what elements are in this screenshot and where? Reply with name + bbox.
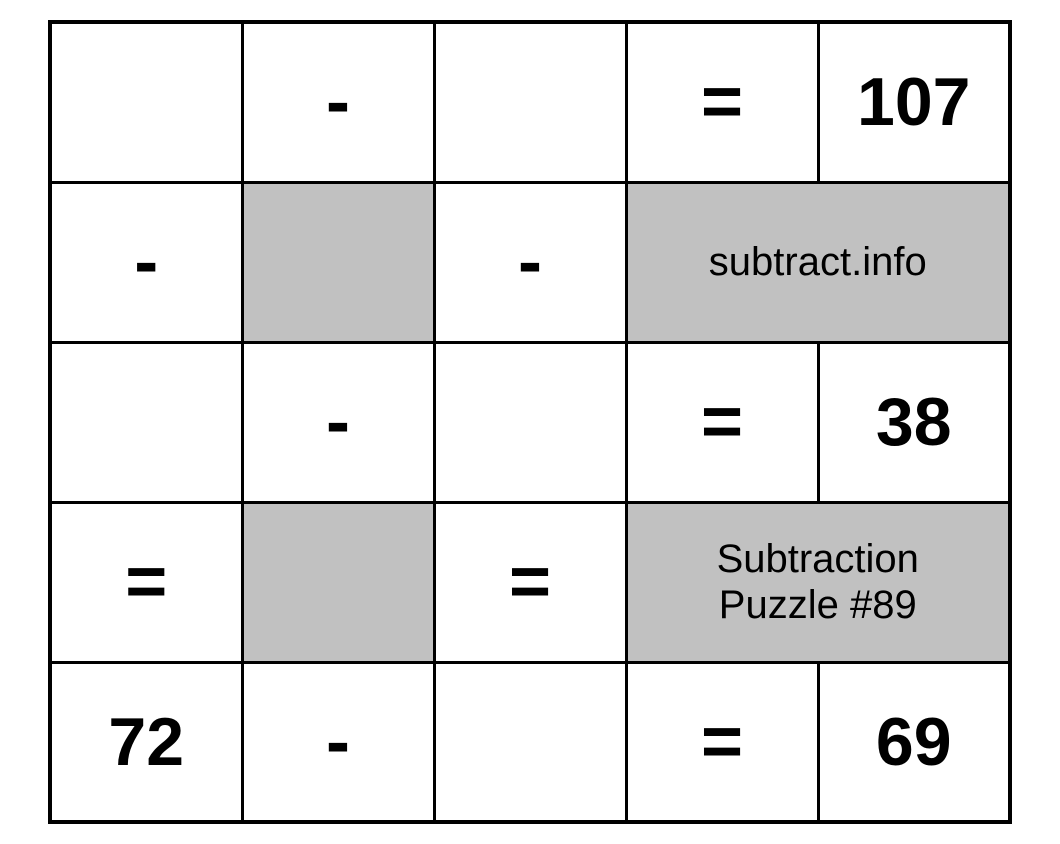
- cell-value: 107: [857, 64, 970, 140]
- grid-row-0: - = 107: [50, 22, 1010, 182]
- cell-r4c3: =: [626, 662, 818, 822]
- grid-row-1: - - subtract.info: [50, 182, 1010, 342]
- grid-row-3: = = Subtraction Puzzle #89: [50, 502, 1010, 662]
- cell-r4c2[interactable]: [434, 662, 626, 822]
- cell-r0c0[interactable]: [50, 22, 242, 182]
- puzzle-title-line1: Subtraction: [628, 536, 1009, 582]
- site-label: subtract.info: [709, 240, 927, 284]
- cell-r1-info: subtract.info: [626, 182, 1010, 342]
- cell-r2c2[interactable]: [434, 342, 626, 502]
- equals-operator: =: [701, 62, 743, 142]
- cell-r3-info: Subtraction Puzzle #89: [626, 502, 1010, 662]
- equals-operator: =: [125, 542, 167, 622]
- minus-operator: -: [326, 382, 350, 462]
- grid-row-4: 72 - = 69: [50, 662, 1010, 822]
- cell-r0c3: =: [626, 22, 818, 182]
- cell-value: 72: [108, 704, 184, 780]
- cell-r1c2: -: [434, 182, 626, 342]
- minus-operator: -: [134, 222, 158, 302]
- cell-r2c3: =: [626, 342, 818, 502]
- cell-value: 38: [876, 384, 952, 460]
- cell-r2c1: -: [242, 342, 434, 502]
- grid-row-2: - = 38: [50, 342, 1010, 502]
- cell-r3c2: =: [434, 502, 626, 662]
- cell-r4c0: 72: [50, 662, 242, 822]
- cell-r0c1: -: [242, 22, 434, 182]
- cell-r0c4: 107: [818, 22, 1010, 182]
- equals-operator: =: [701, 382, 743, 462]
- equals-operator: =: [509, 542, 551, 622]
- cell-r2c4: 38: [818, 342, 1010, 502]
- cell-r4c1: -: [242, 662, 434, 822]
- equals-operator: =: [701, 702, 743, 782]
- cell-value: 69: [876, 704, 952, 780]
- subtraction-puzzle-grid: - = 107 - - subtract.info - = 38 = = Sub…: [48, 20, 1012, 824]
- cell-r1c0: -: [50, 182, 242, 342]
- cell-r2c0[interactable]: [50, 342, 242, 502]
- cell-r3c1-shaded: [242, 502, 434, 662]
- cell-r1c1-shaded: [242, 182, 434, 342]
- cell-r4c4: 69: [818, 662, 1010, 822]
- cell-r3c0: =: [50, 502, 242, 662]
- cell-r0c2[interactable]: [434, 22, 626, 182]
- minus-operator: -: [326, 702, 350, 782]
- minus-operator: -: [326, 62, 350, 142]
- minus-operator: -: [518, 222, 542, 302]
- puzzle-title-line2: Puzzle #89: [628, 582, 1009, 628]
